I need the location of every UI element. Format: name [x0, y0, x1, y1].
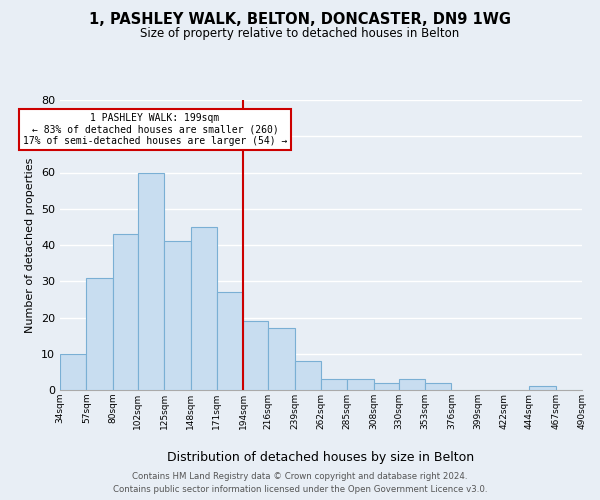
Bar — [295, 361, 321, 390]
Bar — [529, 386, 556, 390]
Bar — [138, 172, 164, 390]
Bar — [425, 383, 451, 390]
Bar — [321, 379, 347, 390]
Bar — [399, 379, 425, 390]
Bar — [347, 379, 374, 390]
Bar — [217, 292, 243, 390]
Text: Size of property relative to detached houses in Belton: Size of property relative to detached ho… — [140, 28, 460, 40]
Text: 1 PASHLEY WALK: 199sqm
← 83% of detached houses are smaller (260)
17% of semi-de: 1 PASHLEY WALK: 199sqm ← 83% of detached… — [23, 112, 287, 146]
Bar — [60, 354, 86, 390]
Bar — [243, 321, 268, 390]
Bar — [374, 383, 399, 390]
Y-axis label: Number of detached properties: Number of detached properties — [25, 158, 35, 332]
Bar — [191, 227, 217, 390]
Bar — [268, 328, 295, 390]
Bar — [113, 234, 138, 390]
Text: Distribution of detached houses by size in Belton: Distribution of detached houses by size … — [167, 451, 475, 464]
Bar — [164, 242, 191, 390]
Bar — [86, 278, 113, 390]
Text: Contains HM Land Registry data © Crown copyright and database right 2024.
Contai: Contains HM Land Registry data © Crown c… — [113, 472, 487, 494]
Text: 1, PASHLEY WALK, BELTON, DONCASTER, DN9 1WG: 1, PASHLEY WALK, BELTON, DONCASTER, DN9 … — [89, 12, 511, 28]
